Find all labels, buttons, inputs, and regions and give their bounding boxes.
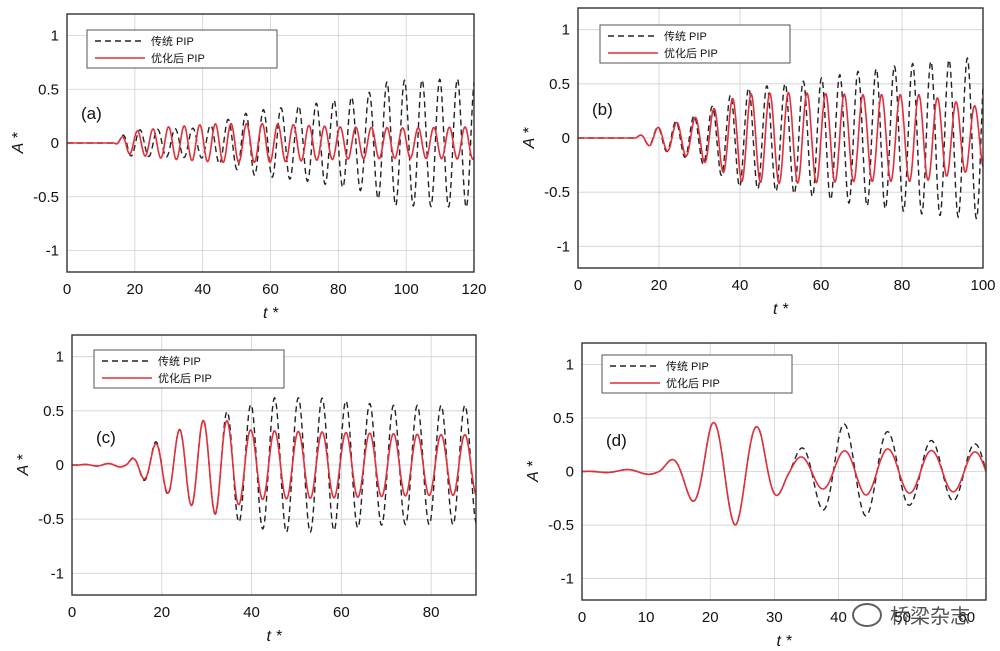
y-tick-label: 0.5 (549, 76, 570, 93)
y-tick-label: -1 (51, 565, 64, 582)
legend-label: 传统 PIP (664, 30, 707, 43)
panel-label: (a) (81, 104, 102, 123)
series-optimized-line (578, 91, 984, 185)
x-tick-label: 80 (894, 277, 911, 294)
y-axis-label: A * (10, 132, 27, 155)
y-tick-label: -0.5 (38, 511, 64, 528)
panel-label: (d) (606, 431, 627, 450)
x-axis-label: t * (263, 305, 279, 322)
x-tick-label: 40 (830, 609, 847, 626)
legend-label: 优化后 PIP (151, 51, 205, 65)
panel-label: (b) (592, 100, 613, 119)
y-tick-label: 0 (562, 130, 570, 147)
chart-panel-4: 0 10 20 30 40 50 60 -1 -0.5 0 0.5 1 t * A * (d) 传统 PIP 优… (525, 342, 987, 650)
plot-frame (66, 13, 475, 273)
x-axis-label: t * (266, 628, 282, 645)
y-tick-label: 0.5 (38, 81, 59, 98)
y-tick-label: -1 (561, 571, 574, 588)
y-tick-label: 1 (56, 349, 64, 366)
y-tick-label: -1 (46, 243, 59, 260)
chart-panel-1: 0 20 40 60 80 100 120 -1 -0.5 0 0.5 1 t * A * (a) 传统 PI… (10, 13, 487, 322)
legend-label: 传统 PIP (158, 355, 201, 368)
x-tick-label: 40 (732, 277, 749, 294)
x-tick-label: 0 (578, 609, 586, 626)
y-tick-label: 0 (51, 135, 59, 152)
y-tick-label: 1 (51, 28, 59, 45)
x-tick-label: 0 (68, 604, 76, 621)
legend-label: 优化后 PIP (666, 376, 720, 390)
x-tick-label: 60 (958, 609, 975, 626)
y-tick-label: 1 (562, 22, 570, 39)
x-tick-label: 40 (194, 281, 211, 298)
series-traditional-line (67, 77, 475, 209)
x-tick-label: 10 (638, 609, 655, 626)
series-optimized-line (67, 122, 475, 164)
x-tick-label: 20 (702, 609, 719, 626)
legend-box (599, 24, 791, 64)
legend-label: 传统 PIP (666, 360, 709, 373)
x-tick-label: 0 (574, 277, 582, 294)
chart-panel-2: 0 20 40 60 80 100 -1 -0.5 0 0.5 1 t * A * (b) 传统 PIP 优化… (521, 7, 996, 318)
x-tick-label: 80 (423, 604, 440, 621)
x-tick-label: 120 (461, 281, 486, 298)
x-tick-label: 0 (63, 281, 71, 298)
legend-label: 优化后 PIP (664, 46, 718, 60)
y-tick-label: -0.5 (544, 184, 570, 201)
x-tick-label: 20 (651, 277, 668, 294)
y-tick-label: -0.5 (33, 189, 59, 206)
y-tick-label: 0 (56, 457, 64, 474)
x-tick-label: 20 (153, 604, 170, 621)
panel-label: (c) (96, 428, 116, 447)
legend-label: 优化后 PIP (158, 371, 212, 385)
x-tick-label: 40 (243, 604, 260, 621)
y-tick-label: 0 (566, 464, 574, 481)
y-tick-label: 0.5 (553, 410, 574, 427)
y-axis-label: A * (15, 454, 32, 477)
y-tick-label: 1 (566, 356, 574, 373)
x-tick-label: 100 (970, 277, 995, 294)
watermark: 桥梁杂志 (852, 600, 970, 629)
x-tick-label: 60 (333, 604, 350, 621)
x-tick-label: 30 (766, 609, 783, 626)
legend-box (93, 349, 285, 389)
plot-frame (71, 334, 477, 596)
x-tick-label: 80 (330, 281, 347, 298)
x-axis-label: t * (773, 301, 789, 318)
plot-frame (581, 342, 987, 601)
watermark-text: 桥梁杂志 (890, 604, 970, 628)
y-tick-label: 0.5 (43, 403, 64, 420)
y-axis-label: A * (521, 127, 538, 150)
chart-panel-3: 0 20 40 60 80 -1 -0.5 0 0.5 1 t * A * (c) 传统 PIP 优化后 P… (15, 334, 477, 645)
x-tick-label: 60 (813, 277, 830, 294)
legend-box (86, 29, 278, 69)
x-tick-label: 100 (394, 281, 419, 298)
x-tick-label: 50 (894, 609, 911, 626)
series-optimized-line (72, 419, 477, 515)
x-axis-label: t * (776, 633, 792, 650)
y-axis-label: A * (525, 460, 542, 483)
series-optimized-line (582, 421, 987, 526)
legend-box (601, 354, 793, 394)
x-tick-label: 20 (126, 281, 143, 298)
series-traditional-line (72, 397, 477, 533)
wechat-icon (852, 602, 882, 627)
y-tick-label: -1 (557, 238, 570, 255)
legend-label: 传统 PIP (151, 35, 194, 48)
x-tick-label: 60 (262, 281, 279, 298)
y-tick-label: -0.5 (548, 517, 574, 534)
plot-frame (577, 7, 984, 269)
